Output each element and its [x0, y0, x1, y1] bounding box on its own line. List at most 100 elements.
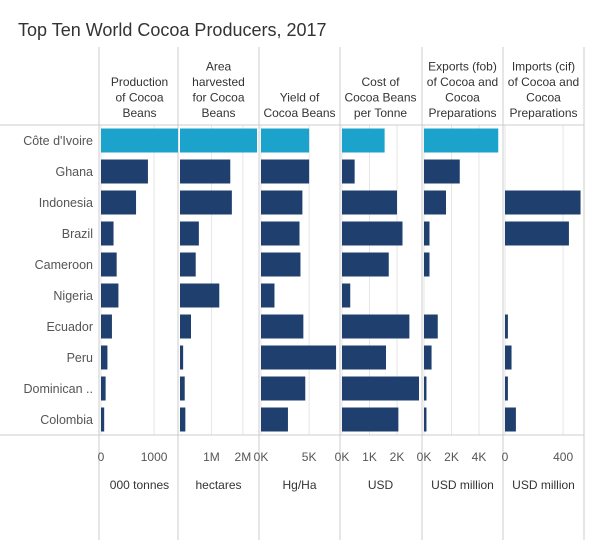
tick-label: 2K [390, 450, 405, 464]
column-header: Preparations [428, 106, 496, 120]
bar [342, 314, 410, 339]
column-header: of Cocoa [115, 91, 163, 105]
bar [101, 314, 112, 339]
category-label: Nigeria [53, 289, 93, 303]
bar [101, 376, 106, 401]
tick-label: 1M [203, 450, 220, 464]
bar [180, 128, 257, 153]
tick-label: 0 [502, 450, 509, 464]
column-header: Exports (fob) [428, 60, 497, 74]
bar [101, 283, 119, 308]
bar [101, 159, 148, 184]
bar [342, 190, 397, 215]
column-header: Beans [122, 106, 156, 120]
bar [261, 283, 275, 308]
tick-label: 0K [254, 450, 269, 464]
axis-unit-label: USD [368, 478, 394, 492]
column-header: Yield of [280, 91, 320, 105]
tick-label: 2M [235, 450, 252, 464]
bar [342, 407, 399, 432]
bar [261, 128, 310, 153]
chart-title: Top Ten World Cocoa Producers, 2017 [18, 20, 327, 40]
bar [101, 407, 105, 432]
bar [342, 345, 386, 370]
category-label: Côte d'Ivoire [23, 134, 93, 148]
column-header: Cost of [361, 75, 400, 89]
category-label: Peru [67, 351, 93, 365]
bar [180, 190, 232, 215]
column-header: Imports (cif) [512, 60, 575, 74]
bar [101, 345, 108, 370]
column-header: Beans [201, 106, 235, 120]
column-header: Cocoa [445, 91, 480, 105]
bar [101, 252, 117, 277]
bar [424, 159, 460, 184]
bar [261, 376, 306, 401]
bar [342, 221, 403, 246]
bar [261, 190, 303, 215]
bar [261, 407, 288, 432]
column-header: per Tonne [354, 106, 407, 120]
category-label: Dominican .. [24, 382, 93, 396]
bar [424, 345, 432, 370]
bar [180, 314, 191, 339]
axis-unit-label: 000 tonnes [110, 478, 169, 492]
bar [424, 252, 430, 277]
axis-unit-label: USD million [512, 478, 575, 492]
bar [261, 314, 304, 339]
column-header: of Cocoa and [508, 75, 579, 89]
bar [180, 159, 231, 184]
tick-label: 0K [335, 450, 350, 464]
column-header: harvested [192, 75, 245, 89]
tick-label: 1K [362, 450, 377, 464]
column-header: Cocoa Beans [344, 91, 416, 105]
bar [180, 407, 186, 432]
column-header: Cocoa [526, 91, 561, 105]
bar [505, 407, 516, 432]
bar [424, 221, 430, 246]
axis-unit-label: hectares [195, 478, 241, 492]
axis-unit-label: USD million [431, 478, 494, 492]
tick-label: 5K [302, 450, 317, 464]
bar [342, 283, 351, 308]
tick-label: 4K [472, 450, 487, 464]
bar [261, 159, 310, 184]
bar [342, 376, 419, 401]
bar [261, 221, 300, 246]
column-header: Production [111, 75, 168, 89]
bar [424, 314, 438, 339]
bar [505, 345, 512, 370]
bar [505, 314, 508, 339]
bar [424, 407, 427, 432]
axis-unit-label: Hg/Ha [282, 478, 316, 492]
category-label: Cameroon [35, 258, 93, 272]
category-label: Ghana [55, 165, 93, 179]
bar [261, 345, 337, 370]
bar [180, 283, 220, 308]
bar [505, 376, 508, 401]
column-header: Preparations [509, 106, 577, 120]
bar [424, 376, 427, 401]
tick-label: 1000 [141, 450, 168, 464]
bar [180, 221, 199, 246]
bar [101, 128, 178, 153]
tick-label: 0K [417, 450, 432, 464]
bar [424, 128, 499, 153]
bar [342, 128, 385, 153]
category-label: Ecuador [46, 320, 93, 334]
bar [180, 376, 185, 401]
column-header: Cocoa Beans [263, 106, 335, 120]
bar [180, 345, 184, 370]
bar [505, 190, 581, 215]
bar [180, 252, 196, 277]
column-header: Area [206, 60, 232, 74]
bar [424, 190, 446, 215]
tick-label: 2K [444, 450, 459, 464]
category-label: Indonesia [39, 196, 93, 210]
bar [101, 190, 137, 215]
bar [101, 221, 114, 246]
bar [505, 221, 569, 246]
tick-label: 400 [553, 450, 573, 464]
tick-label: 0 [98, 450, 105, 464]
